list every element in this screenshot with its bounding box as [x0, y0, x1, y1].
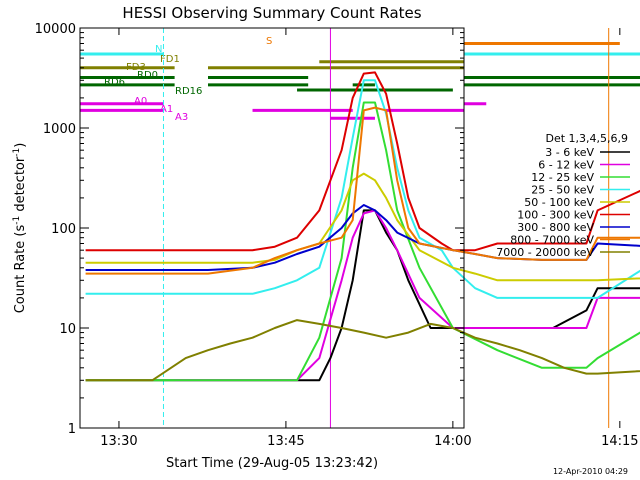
legend-entry-label: 800 - 7000 keV — [510, 234, 594, 247]
flag-bar-label: RD6 — [104, 77, 125, 88]
flag-bar-label: FD1 — [160, 54, 180, 65]
y-axis-label: Count Rate (s-1 detector-1) — [12, 143, 28, 314]
flag-bar-label: A0 — [134, 96, 147, 107]
flag-bar-label: FD3 — [126, 62, 146, 73]
flag-bar-label: A1 — [160, 104, 173, 115]
footer-date: 12-Apr-2010 04:29 — [553, 467, 628, 476]
y-tick-label: 100 — [51, 222, 76, 237]
y-axis-label-part: ) — [13, 143, 28, 148]
flag-bar-label: N — [155, 44, 162, 55]
y-axis-label-sup: -1 — [12, 216, 22, 225]
y-tick-label: 10 — [59, 322, 76, 337]
series-line — [85, 71, 640, 252]
y-axis-label-part: Count Rate (s — [13, 225, 28, 314]
y-axis-label-part: detector — [13, 156, 28, 216]
x-tick-label: 13:30 — [100, 434, 137, 449]
series-line — [85, 106, 640, 275]
x-tick-label: 13:45 — [267, 434, 304, 449]
y-tick-label: 1000 — [43, 122, 76, 137]
y-axis-label-sup: -1 — [12, 148, 22, 157]
legend-entry-label: 25 - 50 keV — [531, 184, 594, 197]
flag-bar-label: S — [266, 36, 272, 47]
flag-bar-label: A3 — [175, 112, 188, 123]
axis-ticks: 13:3013:4514:0014:1514:3014:4515:0011010… — [35, 22, 639, 449]
flag-bar-label: RD16 — [175, 86, 202, 97]
legend-entry-label: 300 - 800 keV — [517, 221, 594, 234]
legend-entry-label: 7000 - 20000 keV — [496, 246, 594, 259]
flag-bar-label: RD0 — [137, 70, 158, 81]
legend-entry-label: 50 - 100 keV — [524, 196, 594, 209]
legend-entry-label: 100 - 300 keV — [517, 209, 594, 222]
series-lines — [85, 71, 640, 382]
series-line — [85, 319, 640, 382]
x-tick-label: 14:00 — [434, 434, 471, 449]
x-tick-label: 14:15 — [601, 434, 638, 449]
chart-title: HESSI Observing Summary Count Rates — [122, 4, 421, 22]
y-tick-label: 1 — [68, 422, 76, 437]
x-axis-label: Start Time (29-Aug-05 13:23:42) — [166, 456, 378, 471]
legend-entry-label: 3 - 6 keV — [545, 146, 594, 159]
series-line — [85, 172, 640, 282]
legend-title: Det 1,3,4,5,6,9 — [545, 132, 628, 145]
legend-entry-label: 6 - 12 keV — [538, 159, 594, 172]
legend-entry-label: 12 - 25 keV — [531, 171, 594, 184]
y-tick-label: 10000 — [35, 22, 76, 37]
